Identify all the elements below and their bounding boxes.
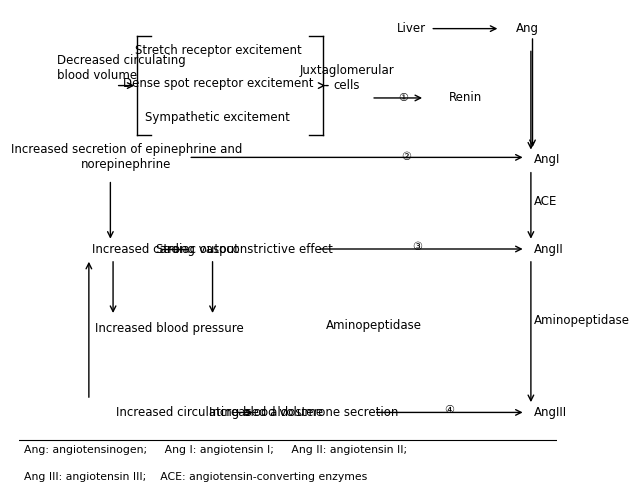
Text: Increased circulating blood volume: Increased circulating blood volume	[116, 406, 323, 419]
Text: Renin: Renin	[449, 92, 482, 105]
Text: Ang: angiotensinogen;     Ang I: angiotensin I;     Ang II: angiotensin II;: Ang: angiotensinogen; Ang I: angiotensin…	[24, 445, 408, 455]
Text: AngIII: AngIII	[534, 406, 567, 419]
Text: AngII: AngII	[534, 243, 563, 255]
Text: Strong vasoconstrictive effect: Strong vasoconstrictive effect	[156, 243, 333, 255]
Text: Increased blood pressure: Increased blood pressure	[95, 322, 244, 335]
Text: ③: ③	[412, 242, 422, 251]
Text: Aminopeptidase: Aminopeptidase	[326, 319, 422, 332]
Text: ④: ④	[444, 405, 454, 415]
Text: Increased cardiac output: Increased cardiac output	[92, 243, 239, 255]
Text: Ang III: angiotensin III;    ACE: angiotensin-converting enzymes: Ang III: angiotensin III; ACE: angiotens…	[24, 472, 368, 482]
Text: Dense spot receptor excitement: Dense spot receptor excitement	[123, 77, 313, 90]
Text: Stretch receptor excitement: Stretch receptor excitement	[135, 44, 301, 57]
Text: Increased secretion of epinephrine and
norepinephrine: Increased secretion of epinephrine and n…	[11, 143, 242, 171]
Text: Ang: Ang	[517, 22, 539, 35]
Text: Liver: Liver	[397, 22, 426, 35]
Text: Decreased circulating
blood volume: Decreased circulating blood volume	[56, 54, 185, 82]
Text: Juxtaglomerular
cells: Juxtaglomerular cells	[299, 64, 394, 92]
Text: ACE: ACE	[534, 195, 557, 209]
Text: AngI: AngI	[534, 153, 560, 166]
Text: ②: ②	[401, 152, 411, 162]
Text: Aminopeptidase: Aminopeptidase	[534, 314, 630, 327]
Text: Sympathetic excitement: Sympathetic excitement	[146, 111, 291, 124]
Text: ①: ①	[398, 93, 408, 103]
Text: Increased aldosterone secretion: Increased aldosterone secretion	[210, 406, 399, 419]
